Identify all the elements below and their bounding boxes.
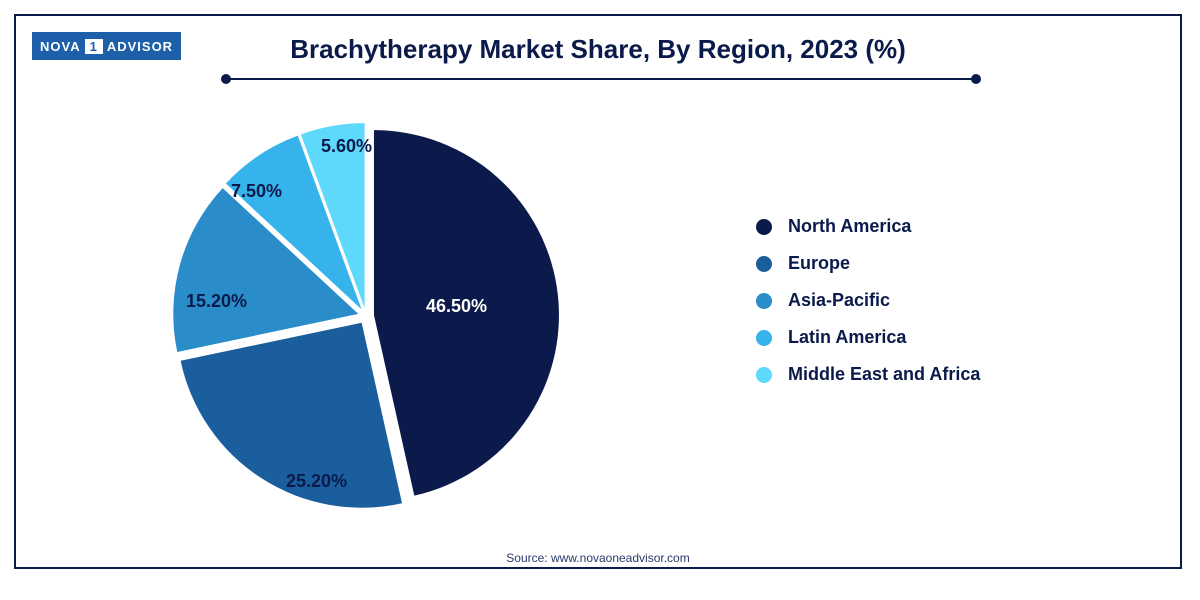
legend-swatch [756, 293, 772, 309]
source-text: Source: www.novaoneadvisor.com [16, 551, 1180, 565]
legend-item: Asia-Pacific [756, 290, 980, 311]
legend-swatch [756, 330, 772, 346]
pie-slice-label: 7.50% [231, 181, 282, 202]
chart-title: Brachytherapy Market Share, By Region, 2… [16, 34, 1180, 65]
legend-swatch [756, 367, 772, 383]
legend-swatch [756, 256, 772, 272]
title-rule [226, 78, 976, 80]
legend-item: Latin America [756, 327, 980, 348]
pie-slice-label: 5.60% [321, 136, 372, 157]
legend: North America Europe Asia-Pacific Latin Ame… [756, 216, 980, 401]
legend-item: North America [756, 216, 980, 237]
legend-label: Europe [788, 253, 850, 274]
pie-svg [146, 96, 586, 536]
chart-frame: NOVA 1 ADVISOR Brachytherapy Market Shar… [14, 14, 1182, 569]
pie-slice-label: 25.20% [286, 471, 347, 492]
legend-swatch [756, 219, 772, 235]
pie-chart: 46.50% 25.20% 15.20% 7.50% 5.60% [146, 96, 586, 536]
legend-item: Europe [756, 253, 980, 274]
legend-label: Middle East and Africa [788, 364, 980, 385]
pie-slice-label: 46.50% [426, 296, 487, 317]
legend-label: Asia-Pacific [788, 290, 890, 311]
pie-slice-label: 15.20% [186, 291, 247, 312]
legend-item: Middle East and Africa [756, 364, 980, 385]
legend-label: Latin America [788, 327, 906, 348]
legend-label: North America [788, 216, 911, 237]
